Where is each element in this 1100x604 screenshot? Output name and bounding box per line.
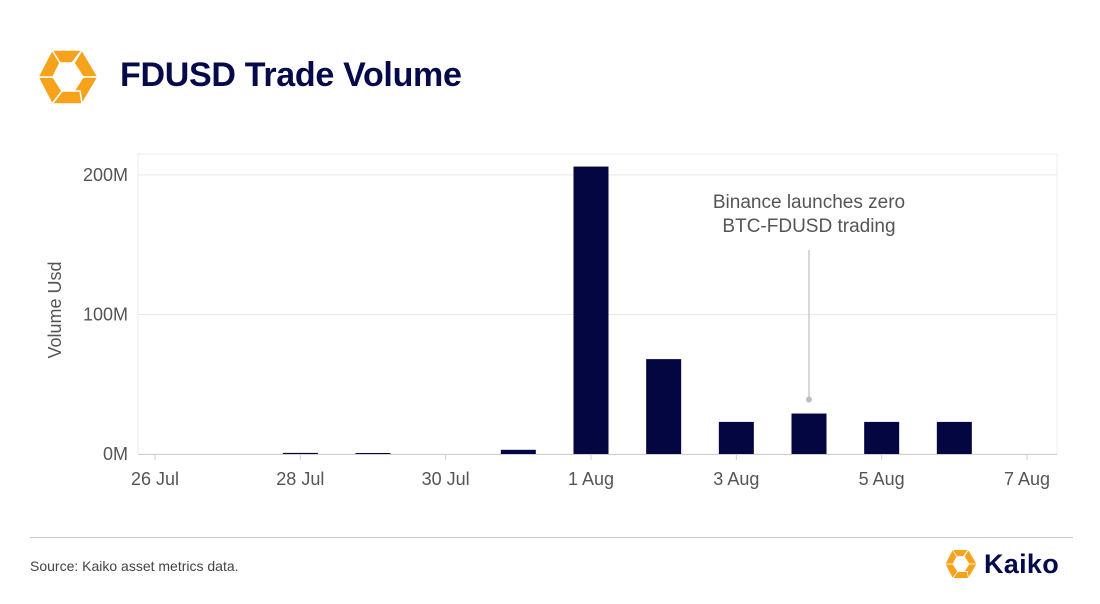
annotation-dot bbox=[806, 396, 812, 403]
x-tick-label-0: 26 Jul bbox=[131, 469, 179, 489]
brand-name: Kaiko bbox=[984, 548, 1060, 579]
bar-2023-07-29 bbox=[355, 453, 391, 454]
bar-2023-08-02 bbox=[646, 359, 682, 454]
x-tick-label-6: 7 Aug bbox=[1004, 469, 1050, 489]
bar-2023-08-01 bbox=[573, 166, 609, 454]
y-tick-label-1: 100M bbox=[83, 304, 128, 324]
bar-chart: 0M 100M 200M Volume Usd 26 Jul 28 Jul 30 Jul 1 … bbox=[45, 153, 1058, 489]
x-tick-label-2: 30 Jul bbox=[422, 469, 470, 489]
bar-2023-07-28 bbox=[282, 452, 318, 454]
page-title: FDUSD Trade Volume bbox=[120, 56, 462, 94]
y-tick-label-0: 0M bbox=[103, 444, 128, 464]
bar-2023-08-06 bbox=[936, 421, 972, 454]
bar-2023-08-04 bbox=[791, 413, 827, 454]
brand-logo: Kaiko bbox=[944, 546, 1059, 582]
y-axis-label: Volume Usd bbox=[45, 261, 65, 358]
kaiko-logo-icon bbox=[37, 49, 99, 105]
bar-2023-07-31 bbox=[500, 449, 536, 454]
y-tick-label-2: 200M bbox=[83, 165, 128, 185]
x-tick-label-1: 28 Jul bbox=[276, 469, 324, 489]
annotation-text-line-1: BTC-FDUSD trading bbox=[722, 216, 895, 237]
x-tick-label-3: 1 Aug bbox=[568, 469, 614, 489]
bar-2023-08-05 bbox=[864, 421, 900, 454]
divider bbox=[30, 537, 1073, 538]
annotation-text-line-0: Binance launches zero bbox=[713, 192, 905, 213]
x-tick-label-5: 5 Aug bbox=[859, 469, 905, 489]
x-tick-label-4: 3 Aug bbox=[713, 469, 759, 489]
kaiko-mark-icon bbox=[944, 549, 978, 579]
source-note: Source: Kaiko asset metrics data. bbox=[30, 558, 239, 574]
bar-2023-08-03 bbox=[718, 421, 754, 454]
